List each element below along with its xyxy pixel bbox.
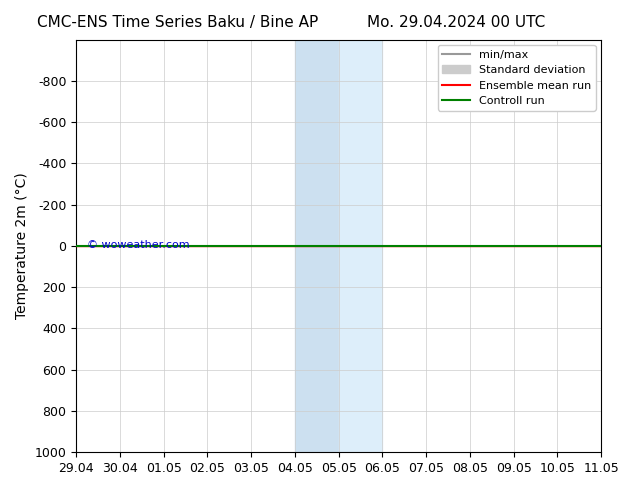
Bar <box>295 40 339 452</box>
Text: CMC-ENS Time Series Baku / Bine AP: CMC-ENS Time Series Baku / Bine AP <box>37 15 318 30</box>
Legend: min/max, Standard deviation, Ensemble mean run, Controll run: min/max, Standard deviation, Ensemble me… <box>437 45 595 111</box>
Text: © woweather.com: © woweather.com <box>87 240 190 250</box>
Text: Mo. 29.04.2024 00 UTC: Mo. 29.04.2024 00 UTC <box>367 15 546 30</box>
Bar <box>339 40 382 452</box>
Y-axis label: Temperature 2m (°C): Temperature 2m (°C) <box>15 172 29 319</box>
